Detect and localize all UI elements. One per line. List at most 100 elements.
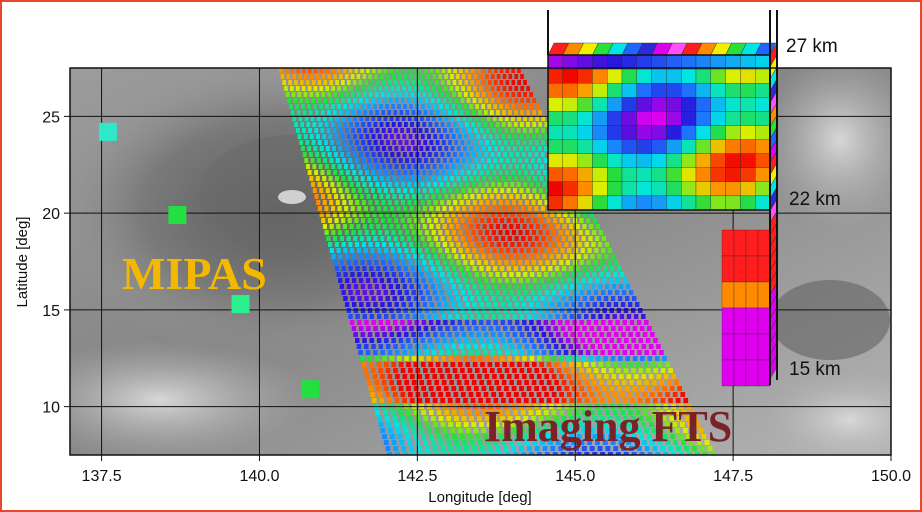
swath-pixel [319, 68, 324, 73]
swath-pixel [559, 356, 564, 361]
swath-pixel [536, 320, 541, 325]
swath-pixel [344, 206, 349, 211]
swath-pixel [550, 272, 556, 277]
swath-pixel [391, 104, 395, 109]
swath-pixel [338, 230, 343, 235]
swath-pixel [602, 308, 607, 313]
swath-pixel [446, 152, 451, 157]
swath-pixel [417, 422, 423, 427]
swath-pixel [333, 92, 337, 97]
swath-pixel [393, 110, 398, 115]
swath-pixel [515, 194, 520, 199]
swath-pixel [461, 188, 466, 193]
cube-voxel [651, 181, 667, 197]
swath-pixel [389, 224, 394, 229]
swath-pixel [356, 344, 362, 349]
swath-pixel [400, 218, 405, 223]
swath-pixel [457, 104, 461, 109]
swath-pixel [451, 230, 456, 235]
swath-pixel [362, 338, 367, 343]
swath-pixel [528, 302, 534, 307]
swath-pixel [504, 128, 509, 133]
swath-pixel [510, 128, 515, 133]
swath-pixel [474, 272, 479, 277]
swath-pixel [438, 212, 443, 217]
cube-voxel [607, 167, 623, 182]
swath-pixel [444, 146, 449, 151]
swath-pixel [637, 398, 643, 403]
swath-pixel [488, 272, 493, 277]
swath-pixel [574, 410, 580, 415]
swath-pixel [477, 296, 482, 301]
swath-pixel [619, 374, 624, 379]
swath-pixel [496, 194, 501, 199]
swath-pixel [434, 296, 440, 301]
swath-pixel [343, 296, 348, 301]
swath-pixel [579, 260, 584, 265]
swath-pixel [312, 122, 317, 127]
swath-pixel [355, 266, 360, 271]
swath-pixel [422, 344, 427, 349]
swath-pixel [461, 128, 466, 133]
swath-pixel [392, 194, 397, 199]
cube-voxel [666, 83, 682, 98]
swath-pixel [416, 284, 421, 289]
swath-pixel [441, 80, 445, 85]
swath-pixel [602, 440, 608, 445]
swath-pixel [380, 374, 385, 379]
swath-pixel [486, 380, 492, 385]
swath-pixel [564, 422, 569, 427]
swath-pixel [470, 68, 475, 73]
swath-pixel [640, 356, 645, 361]
swath-pixel [596, 374, 602, 379]
swath-pixel [471, 230, 476, 235]
swath-pixel [439, 308, 444, 313]
swath-pixel [305, 98, 310, 103]
swath-pixel [566, 356, 571, 361]
swath-pixel [560, 278, 565, 283]
swath-pixel [390, 152, 395, 157]
swath-pixel [554, 380, 559, 385]
swath-pixel [507, 284, 512, 289]
swath-pixel [541, 350, 547, 355]
swath-pixel [371, 344, 376, 349]
swath-pixel [334, 152, 338, 157]
swath-pixel [494, 134, 499, 139]
swath-pixel [467, 290, 472, 295]
swath-pixel [534, 350, 539, 355]
swath-pixel [464, 380, 469, 385]
swath-pixel [327, 92, 331, 97]
swath-pixel [458, 182, 463, 187]
cube-voxel [607, 153, 623, 168]
swath-pixel [536, 374, 542, 379]
swath-pixel [313, 104, 317, 109]
swath-pixel [375, 308, 380, 313]
swath-pixel [355, 104, 359, 109]
swath-pixel [318, 164, 323, 169]
swath-pixel [559, 308, 565, 313]
mipas-point [300, 380, 319, 399]
swath-pixel [493, 92, 498, 97]
swath-pixel [671, 374, 676, 379]
swath-pixel [503, 152, 507, 157]
swath-pixel [519, 296, 524, 301]
swath-pixel [365, 116, 370, 121]
y-tick-label: 25 [42, 109, 60, 126]
swath-pixel [544, 134, 549, 139]
swath-pixel [498, 296, 503, 301]
swath-pixel [578, 272, 583, 277]
swath-pixel [454, 272, 459, 277]
cube-voxel [651, 97, 667, 112]
swath-pixel [669, 416, 675, 421]
swath-pixel [606, 332, 612, 337]
swath-pixel [478, 230, 483, 235]
swath-pixel [542, 284, 547, 289]
swath-pixel [497, 278, 503, 283]
swath-pixel [324, 122, 329, 127]
swath-pixel [543, 302, 548, 307]
swath-pixel [584, 434, 590, 439]
swath-pixel [362, 290, 367, 295]
swath-pixel [480, 344, 486, 349]
cube-voxel [755, 195, 771, 211]
swath-pixel [704, 440, 710, 445]
